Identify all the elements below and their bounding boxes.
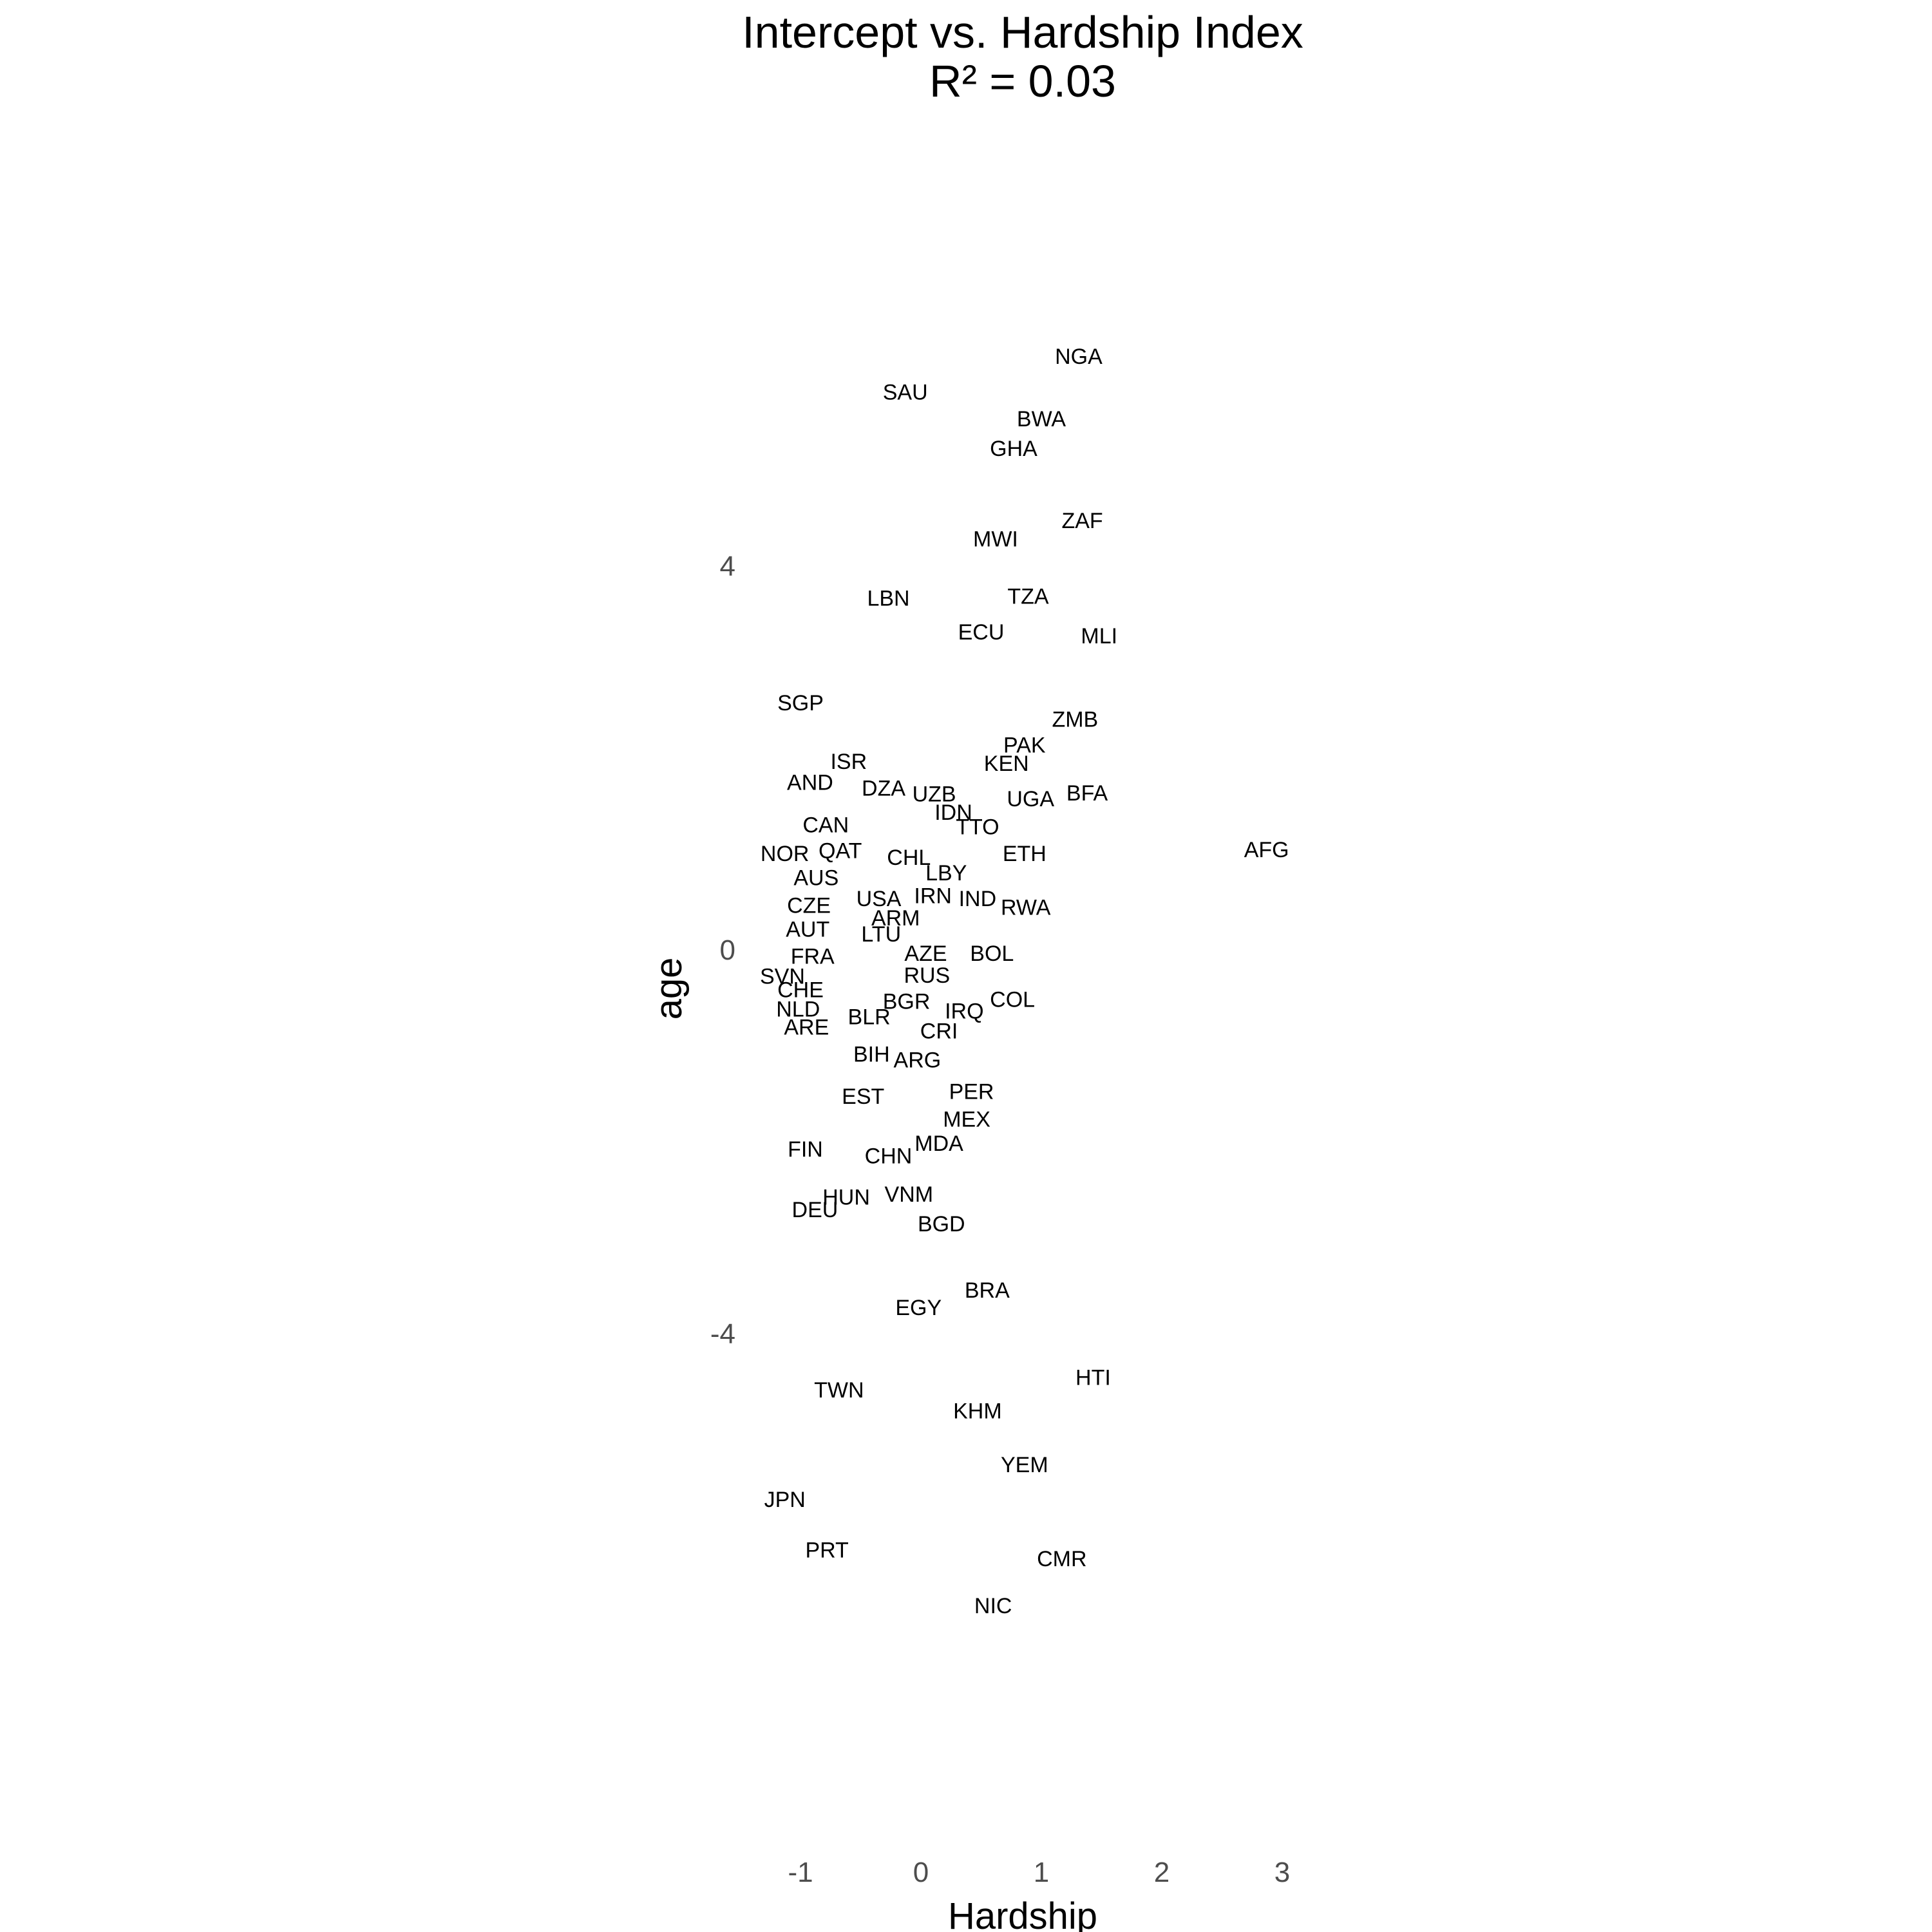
point-label: BIH: [853, 1042, 890, 1066]
point-label: KEN: [984, 752, 1029, 776]
point-label: TZA: [1007, 585, 1049, 609]
point-label: CAN: [802, 813, 849, 837]
point-label: NOR: [761, 842, 810, 866]
point-label: FRA: [791, 944, 835, 969]
point-label: ETH: [1003, 842, 1046, 866]
point-label: BGR: [883, 989, 931, 1014]
point-label: PRT: [805, 1539, 848, 1563]
point-label: ECU: [958, 620, 1005, 645]
point-label: ARM: [871, 906, 920, 931]
point-label: CMR: [1037, 1547, 1086, 1571]
x-tick-label: -1: [788, 1857, 813, 1888]
point-label: HUN: [822, 1185, 870, 1209]
point-label: MDA: [914, 1132, 963, 1156]
point-label: ZAF: [1061, 509, 1103, 533]
y-tick-label: 0: [720, 934, 735, 966]
point-label: AZE: [904, 942, 947, 966]
point-label: NGA: [1055, 345, 1103, 369]
point-label: COL: [990, 987, 1035, 1012]
chart-title: Intercept vs. Hardship Index: [742, 7, 1303, 57]
point-label: EGY: [895, 1296, 942, 1320]
point-label: ZMB: [1052, 707, 1098, 732]
point-label: RUS: [904, 963, 950, 988]
y-axis-title: age: [648, 958, 690, 1020]
y-axis-ticks: 4 0 -4: [710, 551, 735, 1350]
point-label: EST: [842, 1084, 884, 1109]
point-label: BRA: [965, 1278, 1010, 1303]
point-label: CHE: [777, 978, 824, 1003]
point-label: BOL: [970, 942, 1014, 966]
point-label: CRI: [920, 1019, 958, 1044]
point-label: NIC: [974, 1594, 1012, 1618]
point-label: PAK: [1003, 734, 1046, 758]
y-tick-label: -4: [710, 1318, 735, 1350]
point-label: KHM: [953, 1399, 1002, 1424]
x-axis-title: Hardship: [948, 1895, 1097, 1932]
point-label: YEM: [1001, 1453, 1048, 1477]
x-tick-label: 0: [913, 1857, 929, 1888]
point-label: CHN: [865, 1144, 913, 1168]
point-label: BLR: [848, 1005, 891, 1029]
point-label: VNM: [885, 1182, 934, 1207]
point-label: ISR: [830, 750, 867, 774]
x-tick-label: 3: [1274, 1857, 1290, 1888]
point-label: AFG: [1244, 838, 1289, 862]
point-label: HTI: [1075, 1366, 1111, 1390]
point-label: GHA: [990, 437, 1037, 461]
point-label: IDN: [934, 800, 972, 825]
x-axis-ticks: -1 0 1 2 3: [788, 1857, 1290, 1888]
point-label: MEX: [943, 1108, 990, 1132]
point-label: IRN: [914, 884, 952, 909]
point-label: ARG: [894, 1048, 942, 1072]
point-label: BGD: [918, 1212, 965, 1236]
point-label: BWA: [1017, 407, 1066, 431]
point-label: LTU: [861, 922, 901, 947]
point-label: ARE: [784, 1016, 829, 1040]
point-label: SVN: [760, 965, 805, 989]
point-label: RWA: [1001, 895, 1051, 920]
point-label: NLD: [776, 997, 820, 1021]
point-label: LBN: [867, 587, 909, 611]
point-label: FIN: [788, 1137, 823, 1162]
point-label: TTO: [956, 815, 999, 839]
point-label: CHL: [887, 846, 931, 870]
point-label: AUS: [793, 866, 838, 890]
point-label: MWI: [973, 527, 1018, 551]
point-label: BFA: [1066, 781, 1108, 806]
point-label: AND: [787, 771, 833, 795]
x-tick-label: 2: [1154, 1857, 1170, 1888]
point-label: IRQ: [945, 999, 983, 1023]
chart-subtitle: R² = 0.03: [929, 56, 1116, 106]
point-label: SAU: [883, 380, 928, 404]
point-label: TWN: [814, 1378, 864, 1403]
point-label: IND: [959, 887, 997, 911]
point-label: MLI: [1081, 624, 1117, 649]
point-label: SGP: [777, 691, 824, 715]
point-label: PER: [949, 1080, 994, 1104]
point-label: QAT: [819, 839, 862, 864]
point-label: JPN: [764, 1488, 806, 1512]
point-label: UGA: [1007, 787, 1054, 811]
point-label: DZA: [862, 777, 905, 801]
point-label: CZE: [787, 893, 831, 918]
point-label: AUT: [786, 918, 829, 942]
x-tick-label: 1: [1034, 1857, 1049, 1888]
point-label: UZB: [913, 782, 956, 807]
point-label: DEU: [792, 1198, 838, 1222]
point-label: USA: [857, 887, 902, 911]
y-tick-label: 4: [720, 551, 735, 582]
point-label: LBY: [925, 861, 967, 886]
